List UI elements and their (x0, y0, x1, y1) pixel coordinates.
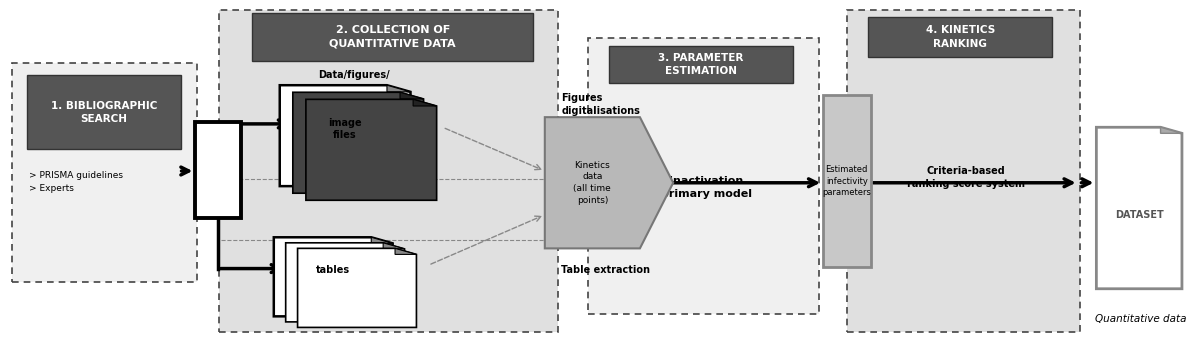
Text: 4. KINETICS
RANKING: 4. KINETICS RANKING (925, 26, 995, 49)
Polygon shape (383, 243, 404, 249)
Bar (847, 10, 1080, 332)
Text: Criteria-based
ranking score system: Criteria-based ranking score system (907, 166, 1025, 189)
Polygon shape (306, 99, 437, 200)
Bar (26, 75, 181, 149)
Text: Quantitative data: Quantitative data (1094, 314, 1186, 324)
Polygon shape (400, 92, 424, 99)
Text: Data/figures/: Data/figures/ (318, 70, 390, 80)
Bar (220, 10, 558, 332)
Bar (868, 17, 1052, 57)
Text: Table extraction: Table extraction (562, 265, 650, 275)
Text: Kinetics
data
(all time
points): Kinetics data (all time points) (574, 161, 611, 205)
Polygon shape (280, 85, 410, 186)
Polygon shape (286, 243, 404, 322)
Polygon shape (395, 248, 416, 254)
Bar (588, 38, 820, 314)
Polygon shape (545, 117, 673, 248)
Bar (12, 63, 197, 282)
Bar (196, 122, 240, 218)
Bar (252, 13, 533, 61)
Text: 1. BIBLIOGRAPHIC
SEARCH: 1. BIBLIOGRAPHIC SEARCH (50, 101, 157, 124)
Text: tables: tables (316, 265, 350, 275)
Polygon shape (1160, 127, 1182, 133)
Text: Estimated
infectivity
parameters: Estimated infectivity parameters (822, 165, 871, 197)
Text: 3. PARAMETER
ESTIMATION: 3. PARAMETER ESTIMATION (659, 53, 744, 76)
Polygon shape (293, 92, 424, 193)
Text: 2. COLLECTION OF
QUANTITATIVE DATA: 2. COLLECTION OF QUANTITATIVE DATA (329, 25, 456, 48)
Text: Inactivation
primary model: Inactivation primary model (661, 176, 752, 199)
Polygon shape (371, 237, 392, 244)
Text: DATASET: DATASET (1115, 210, 1164, 220)
Polygon shape (274, 237, 392, 316)
Polygon shape (1097, 127, 1182, 289)
Polygon shape (386, 85, 410, 92)
Polygon shape (413, 99, 437, 106)
Bar (610, 46, 793, 83)
Bar (823, 95, 870, 267)
Polygon shape (298, 248, 416, 327)
Text: image
files: image files (329, 118, 362, 140)
Text: Figures
digitalisations: Figures digitalisations (562, 93, 641, 116)
Text: > PRISMA guidelines
> Experts: > PRISMA guidelines > Experts (29, 171, 122, 193)
